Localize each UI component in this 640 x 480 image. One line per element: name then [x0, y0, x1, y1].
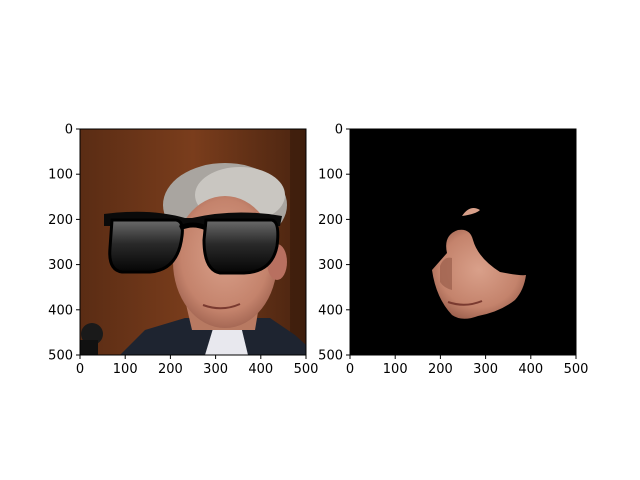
x-tick-label: 400	[518, 362, 543, 377]
y-tick-label: 500	[318, 349, 343, 364]
x-tick-label: 200	[428, 362, 453, 377]
x-tick-label: 400	[248, 362, 273, 377]
x-tick-label: 100	[113, 362, 138, 377]
y-tick-label: 0	[65, 123, 73, 138]
right-image-panel	[349, 128, 577, 356]
y-tick-label: 100	[48, 168, 73, 183]
y-tick-label: 200	[48, 213, 73, 228]
y-tick-label: 0	[335, 123, 343, 138]
x-tick-label: 500	[294, 362, 319, 377]
x-tick-label: 300	[203, 362, 228, 377]
y-tick-label: 500	[48, 349, 73, 364]
left-image-panel	[79, 128, 307, 356]
sunglasses-photo	[80, 129, 306, 355]
y-tick-label: 200	[318, 213, 343, 228]
sunglasses	[104, 211, 282, 275]
x-tick-label: 500	[564, 362, 589, 377]
x-tick-label: 0	[76, 362, 84, 377]
face-mask-image	[350, 129, 576, 355]
y-tick-label: 400	[48, 303, 73, 318]
y-tick-label: 300	[318, 258, 343, 273]
y-tick-label: 400	[318, 303, 343, 318]
y-tick-label: 300	[48, 258, 73, 273]
x-tick-label: 300	[473, 362, 498, 377]
x-tick-label: 100	[383, 362, 408, 377]
y-tick-label: 100	[318, 168, 343, 183]
x-tick-label: 200	[158, 362, 183, 377]
x-tick-label: 0	[346, 362, 354, 377]
